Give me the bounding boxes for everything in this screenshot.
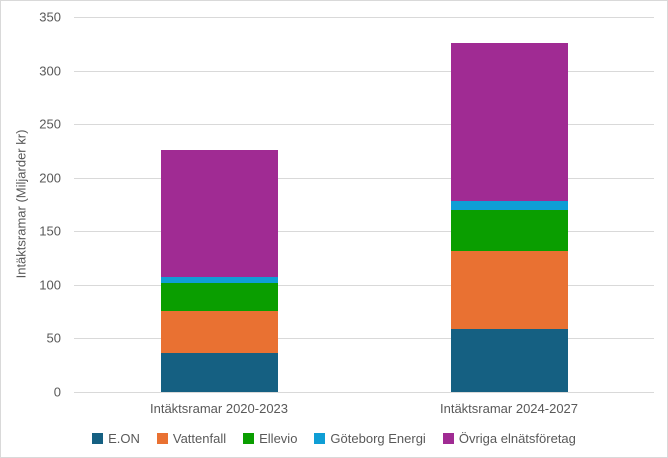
bar-segment-g-teborg-energi[interactable] [160,277,278,283]
bar-segment-vattenfall[interactable] [160,310,278,354]
bar-segment-g-teborg-energi[interactable] [450,201,568,210]
legend-label: Övriga elnätsföretag [458,431,576,446]
x-category-label: Intäktsramar 2020-2023 [149,401,289,416]
gridline [74,338,654,340]
legend-label: Göteborg Energi [330,431,426,446]
legend-item-e-on[interactable]: E.ON [92,431,140,446]
bar-segment-e-on[interactable] [160,353,278,392]
legend-swatch-icon [442,433,454,444]
y-tick-label: 150 [39,223,61,239]
y-tick-label: 0 [53,384,61,400]
bar-stack-int-ktsramar-2024-2027 [450,42,568,392]
legend-swatch-icon [92,433,104,444]
gridline [74,284,654,286]
legend-swatch-icon [156,433,168,444]
legend-label: E.ON [108,431,140,446]
gridline [74,17,654,18]
gridline [74,177,654,179]
legend-item-ellevio[interactable]: Ellevio [243,431,297,446]
bar-segment-vriga-eln-tsf-retag[interactable] [160,149,278,278]
legend-item-vriga-eln-tsf-retag[interactable]: Övriga elnätsföretag [442,431,576,446]
y-tick-label: 200 [39,170,61,186]
plot-area [74,17,654,393]
y-tick-label: 300 [39,63,61,79]
legend-swatch-icon [314,433,326,444]
bar-segment-e-on[interactable] [450,328,568,392]
legend-label: Vattenfall [172,431,227,446]
legend-label: Ellevio [259,431,298,446]
y-axis-title: Intäktsramar (Miljarder kr) [13,129,29,279]
bar-segment-ellevio[interactable] [450,209,568,251]
gridline [74,392,654,393]
bar-segment-vriga-eln-tsf-retag[interactable] [450,42,568,202]
x-category-label: Intäktsramar 2024-2027 [439,401,579,416]
y-tick-label: 50 [46,330,61,346]
bar-stack-int-ktsramar-2020-2023 [160,149,278,392]
y-tick-label: 100 [39,277,61,293]
gridline [74,70,654,72]
bar-segment-vattenfall[interactable] [450,250,568,329]
legend-swatch-icon [243,433,255,444]
legend-item-g-teborg-energi[interactable]: Göteborg Energi [314,431,426,446]
legend-item-vattenfall[interactable]: Vattenfall [156,431,227,446]
y-tick-label: 350 [39,9,61,25]
legend: E.ON Vattenfall Ellevio Göteborg Energi Övri… [1,431,667,446]
gridline [74,231,654,233]
gridline [74,124,654,126]
bar-segment-ellevio[interactable] [160,282,278,311]
y-tick-label: 250 [39,116,61,132]
